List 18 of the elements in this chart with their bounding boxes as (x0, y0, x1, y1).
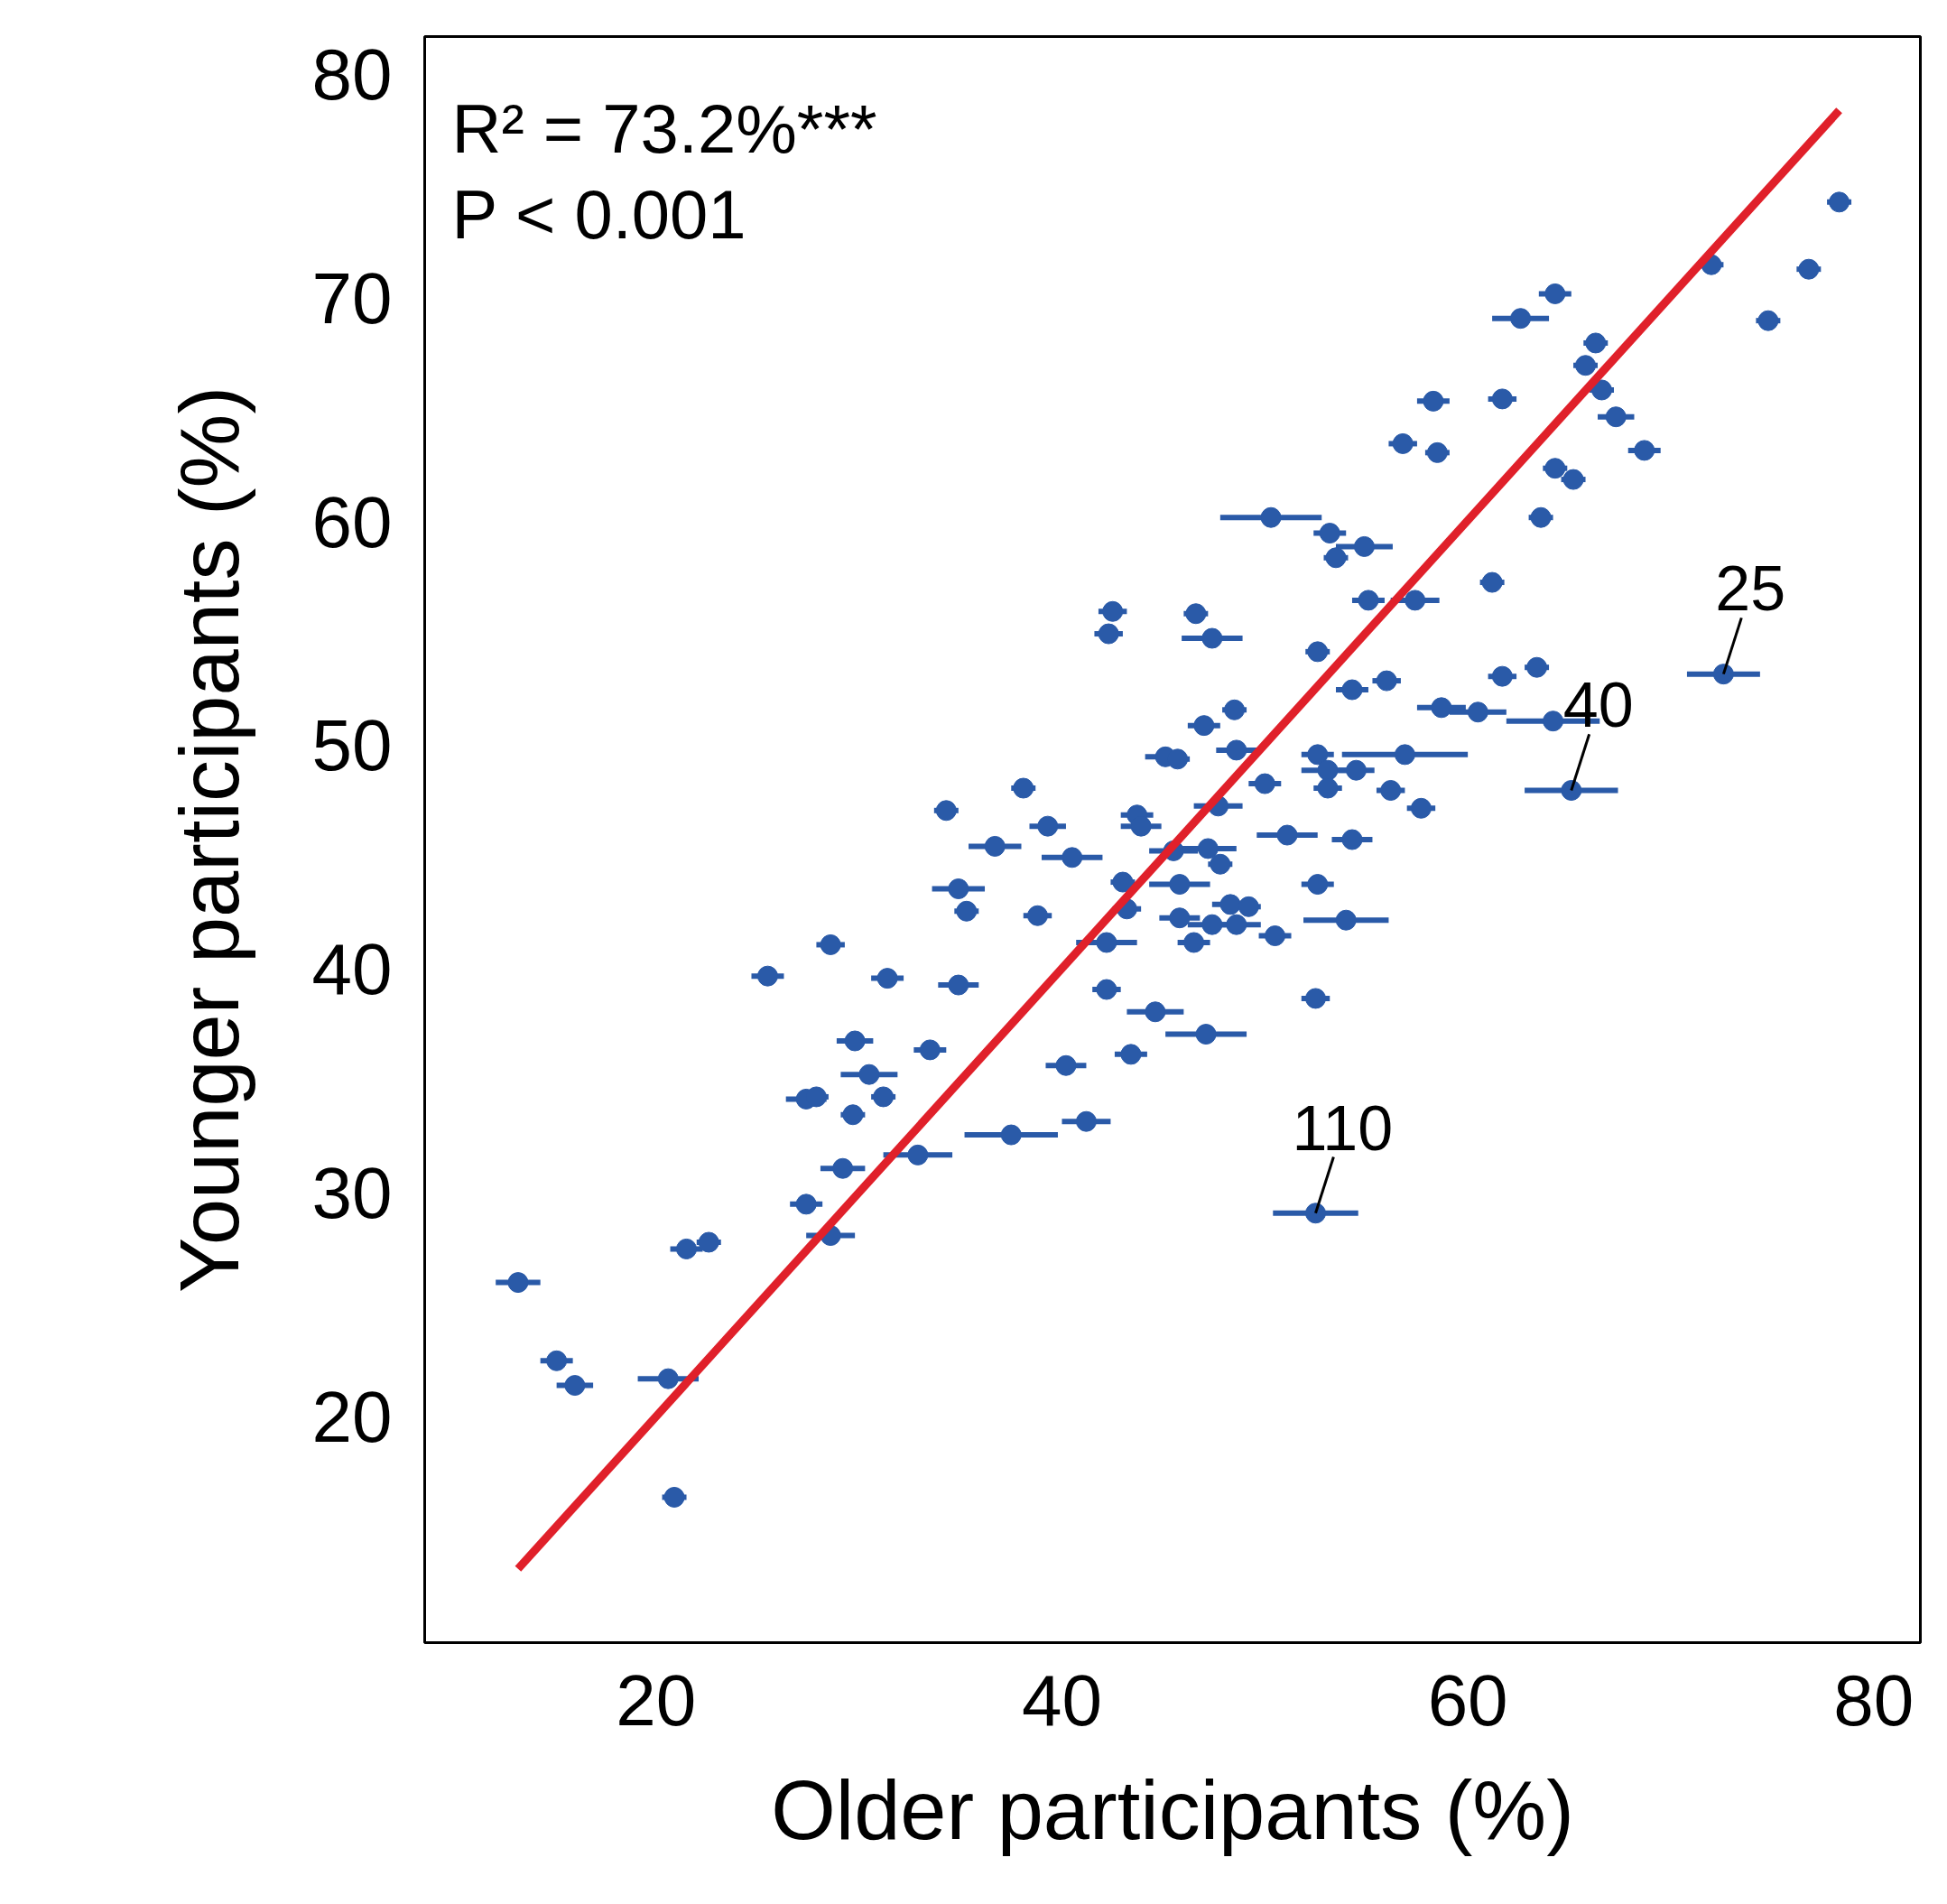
y-tick-label: 20 (311, 1376, 393, 1457)
x-axis-title: Older participants (%) (771, 1763, 1574, 1856)
annotation: 40 (1562, 670, 1634, 741)
x-tick-label: 40 (1021, 1659, 1102, 1741)
y-tick-label: 60 (311, 481, 393, 562)
y-tick-label: 40 (311, 929, 393, 1010)
x-tick-label: 80 (1833, 1659, 1915, 1741)
annotation: R² = 73.2%*** (451, 89, 877, 167)
x-tick-label: 60 (1427, 1659, 1508, 1741)
x-tick-label: 20 (616, 1659, 697, 1741)
y-tick-label: 30 (311, 1152, 393, 1233)
y-tick-label: 70 (311, 257, 393, 339)
y-tick-label: 50 (311, 705, 393, 786)
annotation: 110 (1292, 1092, 1394, 1164)
y-tick-label: 80 (311, 34, 393, 116)
y-axis-title: Younger participants (%) (162, 385, 255, 1294)
annotation: P < 0.001 (451, 175, 746, 253)
annotation: 25 (1715, 553, 1786, 625)
